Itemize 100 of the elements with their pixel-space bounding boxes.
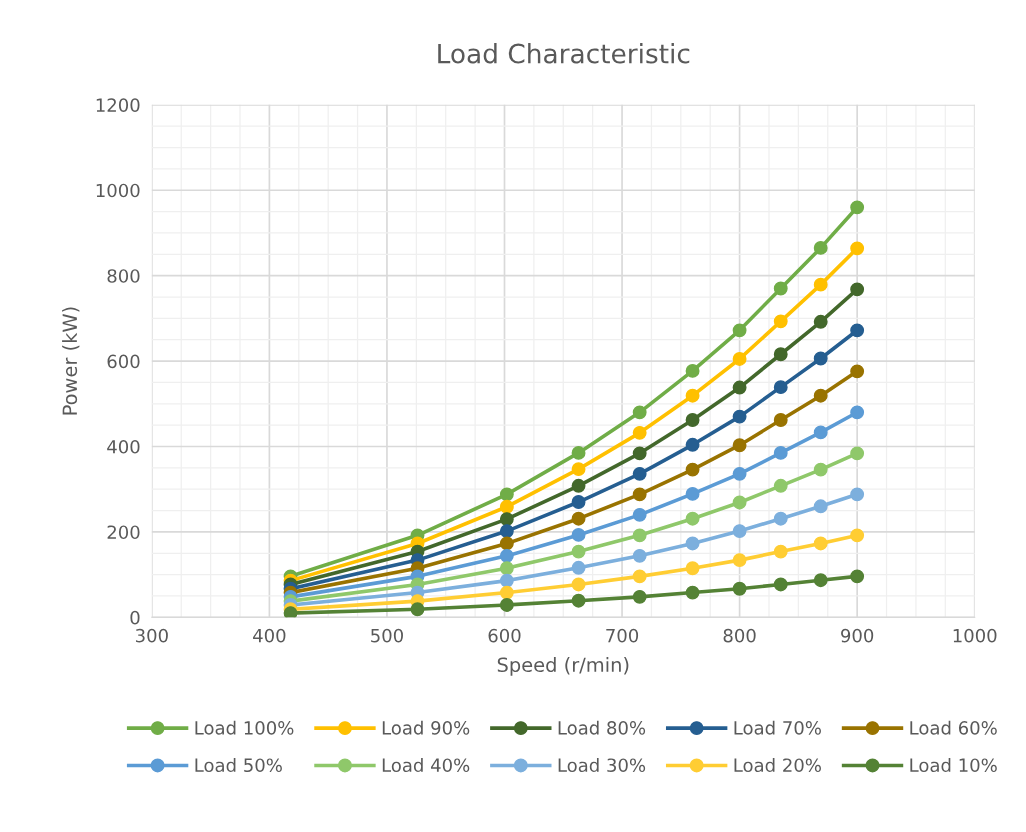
point bbox=[732, 409, 747, 424]
legend-label: Load 80% bbox=[558, 720, 646, 735]
point bbox=[571, 462, 586, 477]
point bbox=[499, 585, 514, 600]
point bbox=[850, 487, 865, 502]
point bbox=[685, 511, 700, 526]
point bbox=[632, 528, 647, 543]
point bbox=[813, 314, 828, 329]
point bbox=[850, 323, 865, 338]
y-tick-label: 1000 bbox=[96, 183, 140, 198]
point bbox=[685, 536, 700, 551]
point bbox=[813, 425, 828, 440]
point bbox=[732, 581, 747, 596]
point bbox=[632, 466, 647, 481]
point bbox=[571, 511, 586, 526]
point bbox=[499, 487, 514, 502]
point bbox=[773, 478, 788, 493]
point bbox=[732, 553, 747, 568]
point bbox=[732, 438, 747, 453]
point bbox=[571, 478, 586, 493]
x-tick-label: 300 bbox=[135, 628, 168, 643]
point bbox=[813, 462, 828, 477]
point bbox=[632, 405, 647, 420]
point bbox=[773, 314, 788, 329]
point bbox=[571, 445, 586, 460]
point bbox=[499, 524, 514, 539]
y-tick-label: 600 bbox=[107, 354, 140, 369]
y-tick-label: 1200 bbox=[96, 98, 140, 112]
point bbox=[632, 507, 647, 522]
point bbox=[813, 536, 828, 551]
point bbox=[632, 548, 647, 563]
point bbox=[813, 351, 828, 366]
point bbox=[499, 561, 514, 576]
point bbox=[499, 536, 514, 551]
point bbox=[732, 466, 747, 481]
point bbox=[850, 446, 865, 461]
point bbox=[850, 528, 865, 543]
point bbox=[850, 282, 865, 297]
legend-label: Load 30% bbox=[558, 758, 646, 773]
point bbox=[773, 511, 788, 526]
point bbox=[685, 585, 700, 600]
point bbox=[632, 425, 647, 440]
x-tick-label: 1000 bbox=[953, 628, 997, 643]
point bbox=[773, 347, 788, 362]
point bbox=[499, 548, 514, 563]
point bbox=[685, 561, 700, 576]
point bbox=[813, 388, 828, 403]
point bbox=[685, 363, 700, 378]
legend-label: Load 70% bbox=[734, 720, 821, 735]
point bbox=[850, 241, 865, 256]
legend-label: Load 20% bbox=[734, 758, 821, 773]
x-tick-label: 500 bbox=[371, 628, 403, 643]
point bbox=[571, 593, 586, 608]
x-axis-title: Speed (r/min) bbox=[497, 657, 629, 676]
point bbox=[813, 499, 828, 514]
point bbox=[850, 364, 865, 379]
point bbox=[571, 527, 586, 542]
point bbox=[685, 462, 700, 477]
legend-label: Load 10% bbox=[910, 758, 997, 773]
point bbox=[850, 569, 865, 584]
point bbox=[632, 589, 647, 604]
point bbox=[571, 495, 586, 509]
point bbox=[773, 380, 788, 395]
point bbox=[773, 577, 788, 592]
point bbox=[499, 573, 514, 588]
point bbox=[571, 577, 586, 592]
x-tick-label: 600 bbox=[488, 628, 521, 643]
y-axis-title: Power (kW) bbox=[62, 307, 80, 415]
point bbox=[283, 606, 298, 618]
y-tick-label: 800 bbox=[107, 269, 140, 283]
point bbox=[732, 495, 747, 510]
point bbox=[813, 573, 828, 588]
point bbox=[499, 499, 514, 514]
point bbox=[732, 380, 747, 395]
legend-label: Load 50% bbox=[195, 758, 282, 773]
x-tick-label: 400 bbox=[253, 628, 286, 643]
point bbox=[499, 598, 514, 612]
point bbox=[850, 405, 865, 420]
y-tick-label: 200 bbox=[107, 525, 140, 540]
point bbox=[685, 413, 700, 427]
point bbox=[813, 240, 828, 255]
legend-label: Load 40% bbox=[382, 758, 470, 773]
x-tick-label: 900 bbox=[841, 628, 874, 643]
legend-label: Load 60% bbox=[910, 720, 997, 735]
point bbox=[499, 512, 514, 527]
y-tick-label: 400 bbox=[107, 439, 140, 454]
legend-label: Load 90% bbox=[382, 720, 470, 735]
y-tick-label: 0 bbox=[130, 610, 140, 625]
point bbox=[685, 388, 700, 403]
point bbox=[773, 544, 788, 559]
point bbox=[632, 569, 647, 584]
point bbox=[773, 445, 788, 460]
point bbox=[571, 560, 586, 575]
x-tick-label: 700 bbox=[606, 628, 639, 643]
point bbox=[773, 281, 788, 296]
point bbox=[732, 352, 747, 366]
point bbox=[632, 446, 647, 461]
point bbox=[685, 486, 700, 501]
point bbox=[632, 487, 647, 502]
point bbox=[732, 524, 747, 539]
